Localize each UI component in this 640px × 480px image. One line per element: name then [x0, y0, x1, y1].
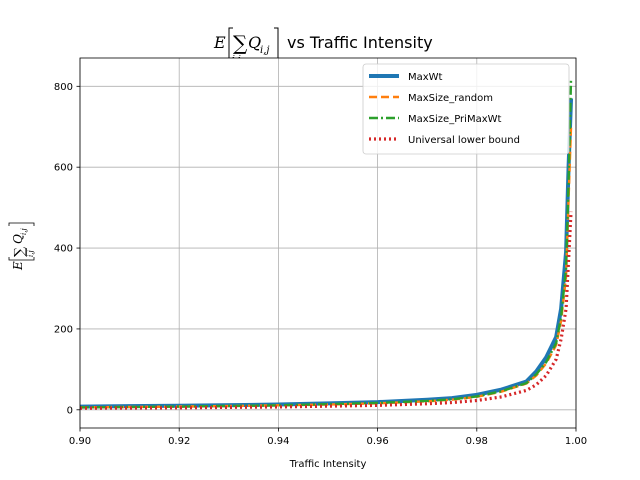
y-axis-ticks: 0 200 400 600 800	[54, 82, 80, 416]
x-tick-label: 1.00	[565, 436, 587, 447]
y-tick-label: 800	[54, 82, 73, 93]
y-tick-label: 200	[54, 324, 73, 335]
x-tick-label: 0.90	[69, 436, 91, 447]
legend-label-0: MaxWt	[408, 72, 443, 83]
ylabel-sum-subscript: i,j	[27, 250, 35, 257]
y-tick-label: 600	[54, 163, 73, 174]
legend-label-3: Universal lower bound	[408, 135, 520, 146]
plot-frame	[79, 57, 577, 429]
title-q-subscript: i,j	[260, 45, 269, 56]
series-lines	[79, 78, 574, 410]
x-tick-label: 0.98	[466, 436, 488, 447]
legend-box	[362, 63, 570, 155]
legend: MaxWt MaxSize_random MaxSize_PriMaxWt Unive…	[362, 63, 570, 155]
y-axis-label: E ∑ i,j Q i,j	[8, 222, 35, 271]
ylabel-math-e: E	[11, 261, 25, 271]
legend-label-2: MaxSize_PriMaxWt	[408, 114, 502, 125]
legend-items: MaxWt MaxSize_random MaxSize_PriMaxWt Unive…	[369, 72, 520, 146]
title-sum-symbol: ∑	[233, 31, 248, 55]
title-math-q: Q	[248, 33, 261, 52]
ylabel-sum-symbol: ∑	[12, 247, 28, 257]
x-axis-ticks: 0.90 0.92 0.94 0.96 0.98 1.00	[69, 428, 587, 447]
title-math-e: E	[213, 33, 226, 52]
x-tick-label: 0.96	[366, 436, 388, 447]
title-text: vs Traffic Intensity	[287, 33, 433, 52]
y-tick-label: 400	[54, 244, 73, 255]
y-tick-label: 0	[67, 405, 73, 416]
legend-label-1: MaxSize_random	[408, 93, 493, 104]
chart-title: E ∑ i,j Q i,j vs Traffic Intensity	[213, 27, 433, 65]
x-tick-label: 0.94	[267, 436, 289, 447]
ylabel-right-bracket	[8, 222, 35, 226]
ylabel-q-subscript: i,j	[20, 228, 28, 235]
series-line-1	[79, 126, 573, 409]
ylabel-left-bracket	[8, 257, 35, 261]
ylabel-math-q: Q	[11, 234, 25, 244]
series-line-3	[79, 211, 573, 410]
x-axis-label: Traffic Intensity	[289, 459, 367, 470]
x-tick-label: 0.92	[168, 436, 190, 447]
